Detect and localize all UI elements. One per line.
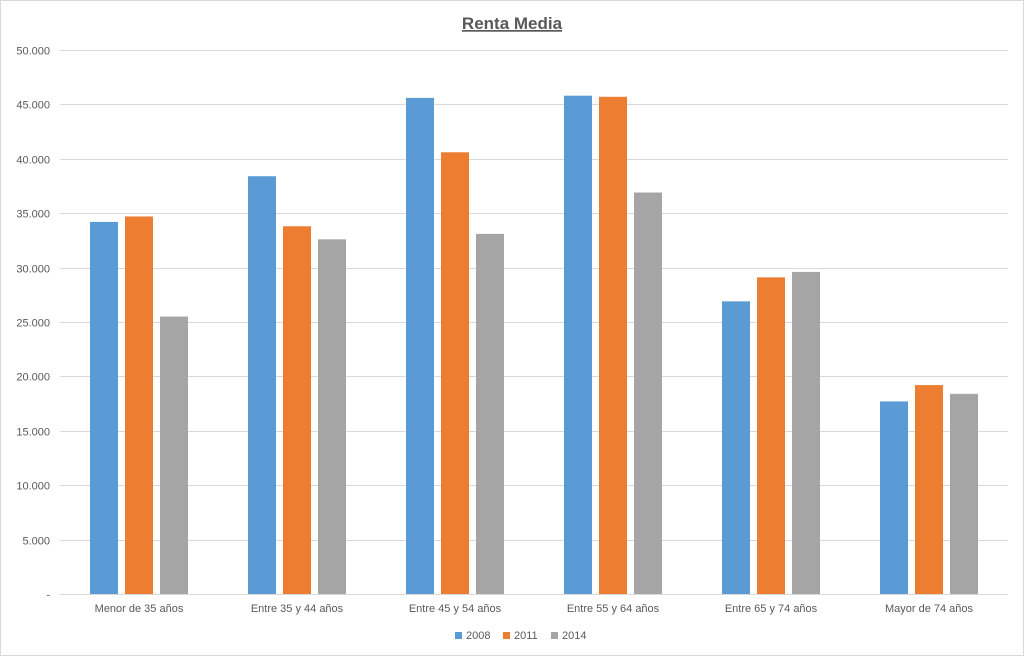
y-tick-label: - [46,590,50,602]
y-tick-label: 45.000 [16,100,50,112]
legend: 2008 2011 2014 [455,630,586,642]
y-tick-label: 35.000 [16,209,50,221]
bar-2014 [792,271,820,594]
x-category-label: Entre 55 y 64 años [567,603,660,615]
bar-2011 [283,226,311,595]
y-tick-label: 25.000 [16,318,50,330]
bars [90,95,978,595]
x-axis-categories: Menor de 35 años Entre 35 y 44 años Entre … [95,603,974,615]
bar-2008 [248,176,276,594]
legend-swatch-2014 [551,632,558,639]
bar-2008 [880,401,908,594]
legend-label-2008: 2008 [466,630,490,642]
chart-title: Renta Media [462,14,563,33]
bar-2011 [599,96,627,594]
legend-label-2014: 2014 [562,630,586,642]
y-tick-label: 30.000 [16,264,50,276]
legend-swatch-2011 [503,632,510,639]
y-tick-label: 50.000 [16,46,50,58]
x-category-label: Entre 35 y 44 años [251,603,344,615]
y-tick-label: 20.000 [16,372,50,384]
bar-2008 [722,301,750,594]
bar-2008 [564,95,592,595]
bar-2014 [160,316,188,594]
x-category-label: Mayor de 74 años [885,603,974,615]
bar-2014 [476,233,504,594]
bar-2014 [950,393,978,594]
bar-2011 [757,277,785,594]
bar-2011 [125,216,153,595]
x-category-label: Entre 45 y 54 años [409,603,502,615]
y-axis-ticks: - 5.000 10.000 15.000 20.000 25.000 30.000 35.0… [16,46,50,602]
bar-2014 [634,192,662,594]
x-category-label: Entre 65 y 74 años [725,603,818,615]
y-tick-label: 5.000 [22,536,50,548]
bar-2008 [406,97,434,594]
x-category-label: Menor de 35 años [95,603,184,615]
bar-2008 [90,221,118,595]
legend-swatch-2008 [455,632,462,639]
bar-2014 [318,239,346,594]
y-tick-label: 10.000 [16,481,50,493]
y-tick-label: 40.000 [16,155,50,167]
y-tick-label: 15.000 [16,427,50,439]
gridlines [60,50,1008,595]
bar-2011 [915,385,943,594]
legend-label-2011: 2011 [514,630,538,642]
bar-2011 [441,152,469,594]
